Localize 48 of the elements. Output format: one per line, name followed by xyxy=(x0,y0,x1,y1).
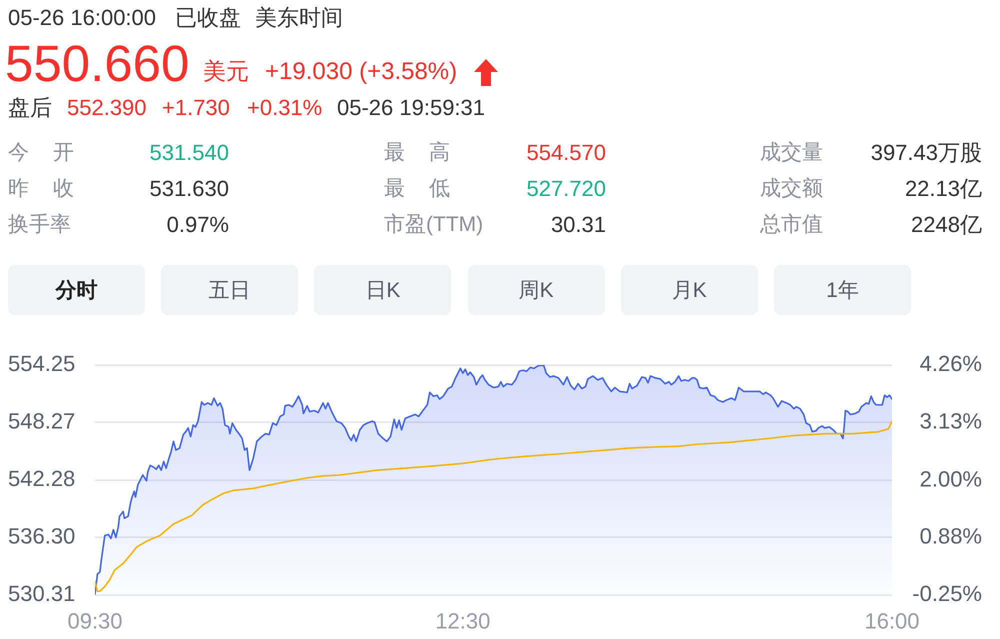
text: 市盈(TTM) xyxy=(384,212,484,238)
text: 已收盘 xyxy=(175,4,241,32)
y-tick-label: 530.31 xyxy=(8,581,76,606)
text: 美东时间 xyxy=(255,4,343,32)
text: 397.43万股 xyxy=(870,140,982,166)
text: 05-26 16:00:00 xyxy=(8,4,156,32)
y2-tick-label: 0.88% xyxy=(920,523,982,548)
text: 2248亿 xyxy=(911,212,982,238)
text: 今 开 xyxy=(8,140,74,166)
text: 总市值 xyxy=(760,212,823,238)
text: 换手率 xyxy=(8,212,71,238)
tab-button[interactable]: 日K xyxy=(314,265,452,315)
y2-tick-label: 2.00% xyxy=(920,466,982,492)
text: 30.31 xyxy=(550,212,606,238)
tab-button[interactable]: 1年 xyxy=(774,265,911,315)
text: 成交额 xyxy=(760,176,823,202)
text: +19.030 (+3.58%) xyxy=(265,58,458,86)
text: 531.540 xyxy=(149,140,229,166)
y2-tick-label: -0.25% xyxy=(912,581,982,606)
y-tick-label: 554.25 xyxy=(8,351,76,376)
text: 盘后 xyxy=(8,94,52,122)
text: 554.570 xyxy=(526,140,606,166)
x-tick-label: 16:00 xyxy=(864,608,920,634)
y2-tick-label: 4.26% xyxy=(920,351,982,376)
text: 0.97% xyxy=(166,212,229,238)
text: 527.720 xyxy=(526,176,606,202)
text: 552.390 xyxy=(67,94,147,122)
tab-button[interactable]: 分时 xyxy=(8,265,145,315)
tab-button[interactable]: 周K xyxy=(468,265,605,315)
y2-tick-label: 3.13% xyxy=(920,408,982,434)
y-tick-label: 548.27 xyxy=(8,408,76,434)
tab-button[interactable]: 五日 xyxy=(161,265,298,315)
text: 05-26 19:59:31 xyxy=(337,94,486,122)
text: 美元 xyxy=(203,58,249,86)
text: 最 低 xyxy=(384,176,450,202)
text: +0.31% xyxy=(247,94,322,122)
x-tick-label: 12:30 xyxy=(435,608,490,634)
text: 最 高 xyxy=(384,140,450,166)
y-tick-label: 542.28 xyxy=(8,466,76,492)
tab-button[interactable]: 月K xyxy=(620,265,758,315)
x-tick-label: 09:30 xyxy=(67,608,123,634)
y-tick-label: 536.30 xyxy=(8,524,76,549)
text: 成交量 xyxy=(760,140,823,166)
text: +1.730 xyxy=(162,94,230,122)
text: 昨 收 xyxy=(8,176,74,202)
text: 22.13亿 xyxy=(904,176,982,202)
text: 550.660 xyxy=(5,34,190,94)
text: 531.630 xyxy=(149,176,229,202)
